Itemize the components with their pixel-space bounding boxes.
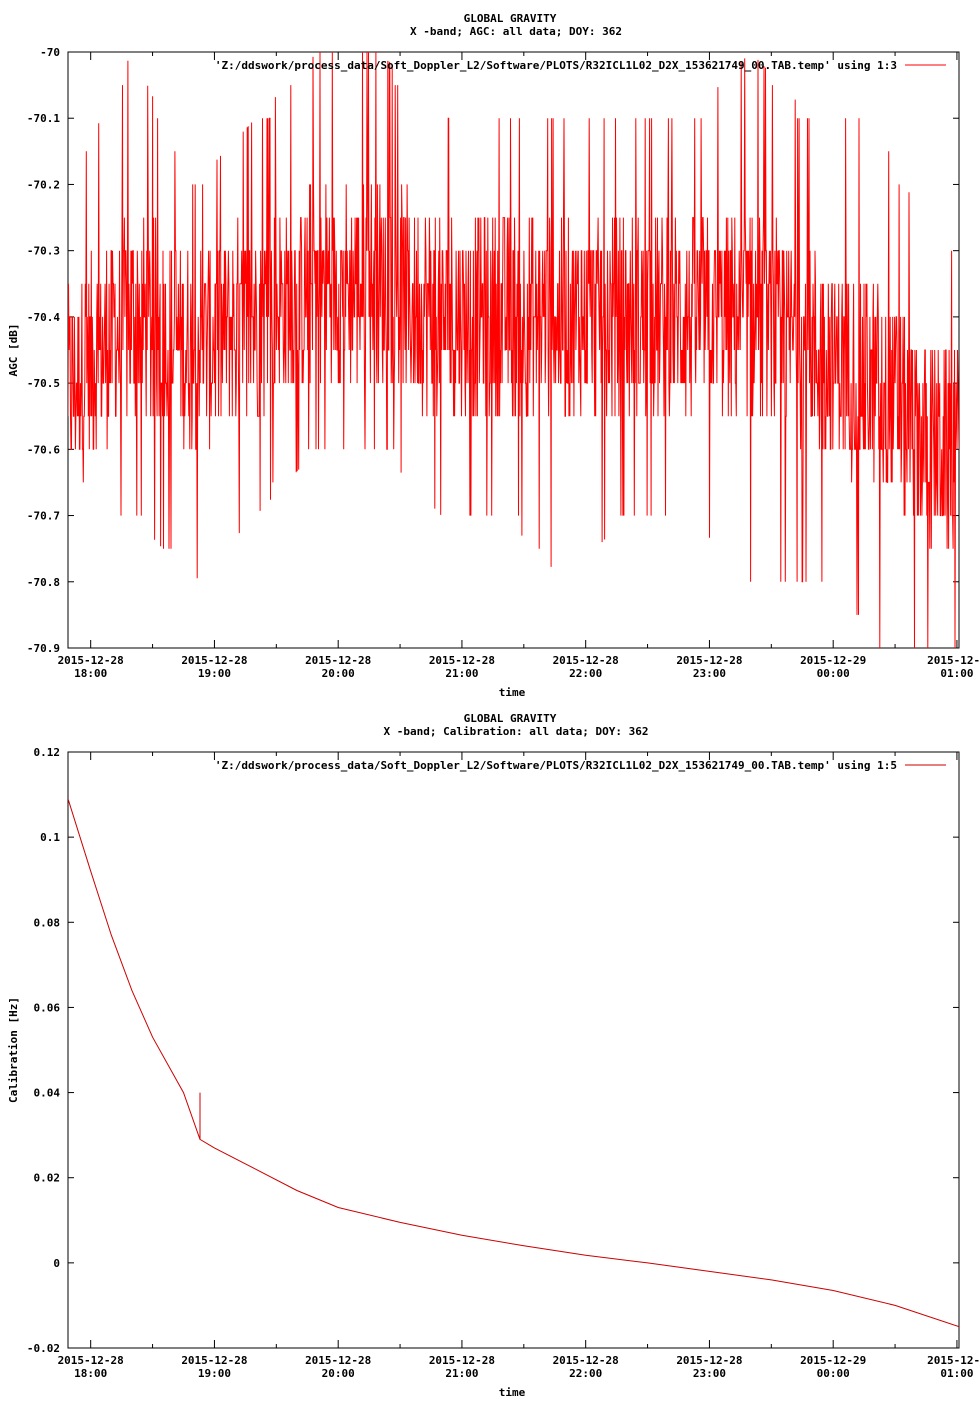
- x-tick-time: 00:00: [817, 1367, 850, 1380]
- y-tick-label: 0.06: [34, 1001, 61, 1014]
- x-tick-time: 22:00: [569, 1367, 602, 1380]
- x-tick-date: 2015-12-28: [181, 1354, 247, 1367]
- agc-chart-title: GLOBAL GRAVITY: [464, 12, 557, 25]
- calibration-plot-frame: [67, 751, 960, 1349]
- y-tick-label: 0.12: [34, 746, 61, 759]
- x-tick-date: 2015-12-28: [181, 654, 247, 667]
- calibration-chart: GLOBAL GRAVITY X -band; Calibration: all…: [7, 712, 980, 1399]
- calibration-y-axis-label: Calibration [Hz]: [7, 997, 20, 1103]
- y-tick-label: -70.4: [27, 311, 60, 324]
- y-tick-label: -70.3: [27, 245, 60, 258]
- x-tick-date: 2015-12-28: [305, 654, 371, 667]
- agc-y-axis-label: AGC [dB]: [7, 324, 20, 377]
- y-tick-label: -70: [40, 46, 60, 59]
- x-tick-time: 01:00: [940, 667, 973, 680]
- y-tick-label: 0.02: [34, 1172, 61, 1185]
- x-tick-time: 21:00: [445, 1367, 478, 1380]
- x-tick-time: 20:00: [322, 667, 355, 680]
- y-tick-label: 0.1: [40, 831, 60, 844]
- x-tick-time: 21:00: [445, 667, 478, 680]
- x-tick-time: 23:00: [693, 667, 726, 680]
- x-tick-time: 00:00: [817, 667, 850, 680]
- calibration-y-ticks: 0.12 0.1 0.08 0.06 0.04 0.02 0 -0.02: [27, 746, 959, 1355]
- x-tick-time: 23:00: [693, 1367, 726, 1380]
- y-tick-label: 0.08: [34, 916, 61, 929]
- x-tick-time: 18:00: [74, 667, 107, 680]
- x-tick-date: 2015-12-28: [429, 654, 495, 667]
- x-tick-date: 2015-12-29: [800, 1354, 866, 1367]
- calibration-series: [68, 798, 959, 1328]
- x-tick-date: 2015-12-2: [927, 654, 980, 667]
- agc-y-ticks: -70 -70.1 -70.2 -70.3 -70.4 -70.5 -70.6 -70.7 -7…: [27, 46, 959, 655]
- y-tick-label: -70.5: [27, 377, 60, 390]
- calibration-chart-subtitle: X -band; Calibration: all data; DOY: 362: [384, 725, 649, 738]
- agc-chart: GLOBAL GRAVITY X -band; AGC: all data; D…: [7, 12, 980, 699]
- calibration-x-ticks: 2015-12-2818:002015-12-2819:002015-12-28…: [58, 752, 980, 1380]
- x-tick-time: 20:00: [322, 1367, 355, 1380]
- x-tick-time: 22:00: [569, 667, 602, 680]
- x-tick-time: 18:00: [74, 1367, 107, 1380]
- y-tick-label: -70.8: [27, 576, 60, 589]
- agc-x-axis-label: time: [499, 686, 526, 699]
- x-tick-date: 2015-12-28: [676, 1354, 742, 1367]
- y-tick-label: -70.6: [27, 443, 60, 456]
- x-tick-date: 2015-12-28: [676, 654, 742, 667]
- x-tick-time: 19:00: [198, 1367, 231, 1380]
- y-tick-label: -70.7: [27, 510, 60, 523]
- x-tick-date: 2015-12-28: [58, 654, 124, 667]
- agc-series-line: [68, 52, 959, 648]
- x-tick-date: 2015-12-29: [800, 654, 866, 667]
- x-tick-date: 2015-12-28: [429, 1354, 495, 1367]
- x-tick-time: 19:00: [198, 667, 231, 680]
- x-tick-date: 2015-12-28: [553, 1354, 619, 1367]
- calibration-x-axis-label: time: [499, 1386, 526, 1399]
- x-tick-time: 01:00: [940, 1367, 973, 1380]
- y-tick-label: -70.9: [27, 642, 60, 655]
- x-tick-date: 2015-12-28: [58, 1354, 124, 1367]
- x-tick-date: 2015-12-2: [927, 1354, 980, 1367]
- y-tick-label: -70.2: [27, 178, 60, 191]
- calibration-series-line: [68, 798, 959, 1328]
- y-tick-label: -70.1: [27, 112, 60, 125]
- x-tick-date: 2015-12-28: [553, 654, 619, 667]
- y-tick-label: -0.02: [27, 1342, 60, 1355]
- calibration-chart-title: GLOBAL GRAVITY: [464, 712, 557, 725]
- y-tick-label: 0.04: [34, 1087, 61, 1100]
- agc-legend-label: 'Z:/ddswork/process_data/Soft_Doppler_L2…: [215, 59, 897, 72]
- calibration-legend-label: 'Z:/ddswork/process_data/Soft_Doppler_L2…: [215, 759, 897, 772]
- y-tick-label: 0: [53, 1257, 60, 1270]
- agc-chart-subtitle: X -band; AGC: all data; DOY: 362: [410, 25, 622, 38]
- agc-x-ticks: 2015-12-2818:002015-12-2819:002015-12-28…: [58, 52, 980, 680]
- x-tick-date: 2015-12-28: [305, 1354, 371, 1367]
- agc-series: [68, 52, 959, 648]
